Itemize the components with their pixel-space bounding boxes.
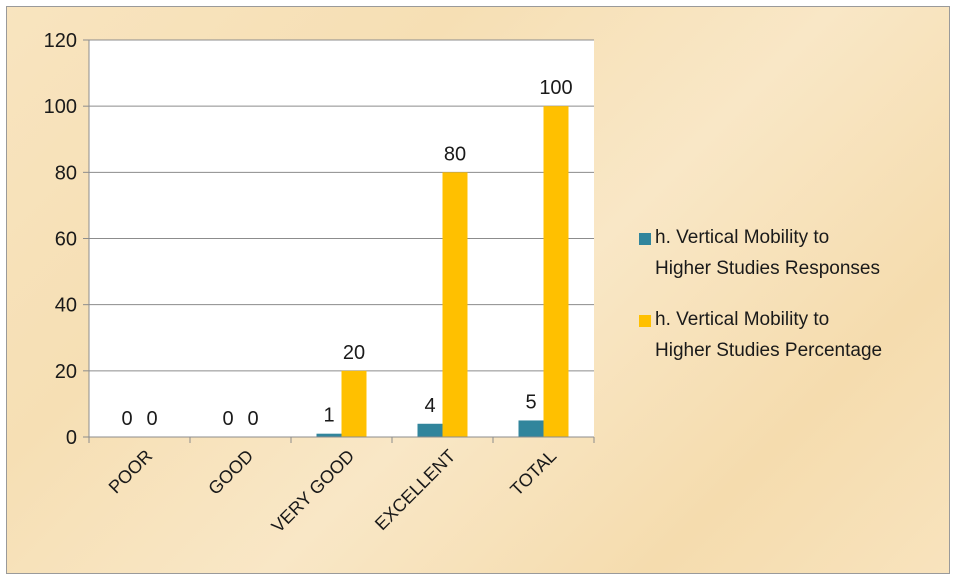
data-label: 4 <box>424 395 435 417</box>
x-category-label: TOTAL <box>506 446 560 500</box>
data-label: 0 <box>247 408 258 430</box>
legend-entry: h. Vertical Mobility to Higher Studies Re… <box>655 227 880 279</box>
bar-percentage <box>442 172 468 438</box>
bar-percentage <box>543 106 569 438</box>
legend-entry: h. Vertical Mobility to Higher Studies Pe… <box>655 309 882 361</box>
data-label: 5 <box>525 391 536 413</box>
legend-swatch <box>639 315 651 327</box>
legend-entry-line: h. Vertical Mobility to <box>655 227 829 248</box>
y-tick-label: 80 <box>55 162 77 184</box>
legend-swatch <box>639 233 651 245</box>
x-axis: POOR GOOD VERY GOOD EXCELLENT TOTAL <box>88 436 595 537</box>
data-label: 0 <box>222 408 233 430</box>
bar-responses <box>518 420 544 437</box>
bar-responses <box>417 423 443 437</box>
y-tick-label: 20 <box>55 361 77 383</box>
data-label: 100 <box>539 77 572 99</box>
x-category-label: EXCELLENT <box>371 446 459 534</box>
legend-entry-line: Higher Studies Responses <box>655 258 880 279</box>
bars <box>316 106 569 438</box>
y-tick-label: 120 <box>44 30 77 52</box>
x-category-label: POOR <box>105 446 157 498</box>
data-label: 80 <box>444 143 466 165</box>
x-category-label: VERY GOOD <box>268 446 359 537</box>
bar-responses <box>316 433 342 437</box>
y-tick-label: 40 <box>55 295 77 317</box>
legend: h. Vertical Mobility to Higher Studies Re… <box>639 227 882 361</box>
data-label: 1 <box>323 405 334 427</box>
y-tick-label: 0 <box>66 427 77 449</box>
legend-entry-line: Higher Studies Percentage <box>655 340 882 361</box>
y-axis: 0 20 40 60 80 100 120 <box>44 30 90 449</box>
data-label: 20 <box>343 342 365 364</box>
data-label: 0 <box>146 408 157 430</box>
x-category-label: GOOD <box>204 446 257 499</box>
data-label: 0 <box>121 408 132 430</box>
gridlines <box>89 39 594 372</box>
bar-percentage <box>341 370 367 437</box>
chart-frame: 0 20 40 60 80 100 120 0 0 0 0 1 20 4 80 5 100 POOR GOOD V… <box>6 6 950 574</box>
legend-entry-line: h. Vertical Mobility to <box>655 309 829 330</box>
y-tick-label: 100 <box>44 96 77 118</box>
y-tick-label: 60 <box>55 229 77 251</box>
